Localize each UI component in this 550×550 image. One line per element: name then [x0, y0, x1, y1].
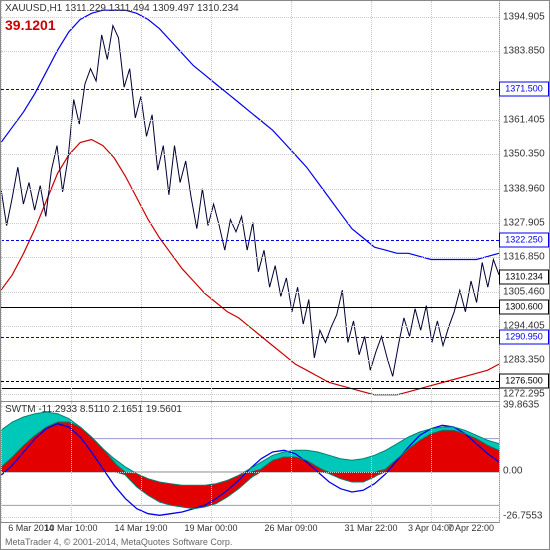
copyright-text: MetaTrader 4, © 2001-2014, MetaQuotes So…	[5, 537, 232, 547]
y-tick-label: 1327.905	[503, 217, 545, 228]
x-tick-label: 19 Mar 00:00	[184, 523, 237, 533]
x-tick-label: 14 Mar 19:00	[114, 523, 167, 533]
ind-y-tick-label: 0.00	[503, 466, 522, 477]
price-level-box: 1371.500	[499, 81, 549, 96]
y-tick-label: 1272.295	[503, 388, 545, 399]
price-chart-panel[interactable]: XAUUSD,H1 1311.229 1311.494 1309.497 131…	[1, 1, 500, 402]
price-level-box: 1300.600	[499, 299, 549, 314]
y-tick-label: 1338.960	[503, 183, 545, 194]
y-tick-label: 1394.905	[503, 11, 545, 22]
indicator-svg	[1, 402, 499, 522]
price-level-box: 1290.950	[499, 329, 549, 344]
price-level-box: 1276.500	[499, 374, 549, 389]
ind-y-tick-label: -26.7553	[503, 510, 542, 521]
x-tick-label: 31 Mar 22:00	[344, 523, 397, 533]
indicator-y-axis: 39.8635 0.00 -26.7553	[499, 401, 549, 521]
y-tick-label: 1316.850	[503, 251, 545, 262]
indicator-panel[interactable]: SWTM -11.2933 8.5110 2.1651 19.5601	[1, 401, 500, 523]
ind-y-tick-label: 39.8635	[503, 399, 539, 410]
y-tick-label: 1383.850	[503, 45, 545, 56]
x-tick-label: 10 Mar 10:00	[44, 523, 97, 533]
y-tick-label: 1305.460	[503, 286, 545, 297]
chart-container[interactable]: XAUUSD,H1 1311.229 1311.494 1309.497 131…	[0, 0, 550, 550]
indicator-title: SWTM -11.2933 8.5110 2.1651 19.5601	[5, 404, 182, 415]
price-chart-svg	[1, 1, 499, 401]
time-x-axis: MetaTrader 4, © 2001-2014, MetaQuotes So…	[1, 521, 499, 549]
indicator-value: 39.1201	[5, 17, 56, 33]
y-tick-label: 1283.350	[503, 354, 545, 365]
symbol-title: XAUUSD,H1 1311.229 1311.494 1309.497 131…	[5, 3, 239, 14]
y-tick-label: 1361.405	[503, 114, 545, 125]
price-y-axis: 1394.905 1383.850 1371.500 1361.405 1350.350…	[499, 1, 549, 401]
price-level-box: 1310.234	[499, 270, 549, 285]
y-tick-label: 1350.350	[503, 148, 545, 159]
x-tick-label: 7 Apr 22:00	[448, 523, 494, 533]
x-tick-label: 26 Mar 09:00	[264, 523, 317, 533]
price-level-box: 1322.250	[499, 233, 549, 248]
